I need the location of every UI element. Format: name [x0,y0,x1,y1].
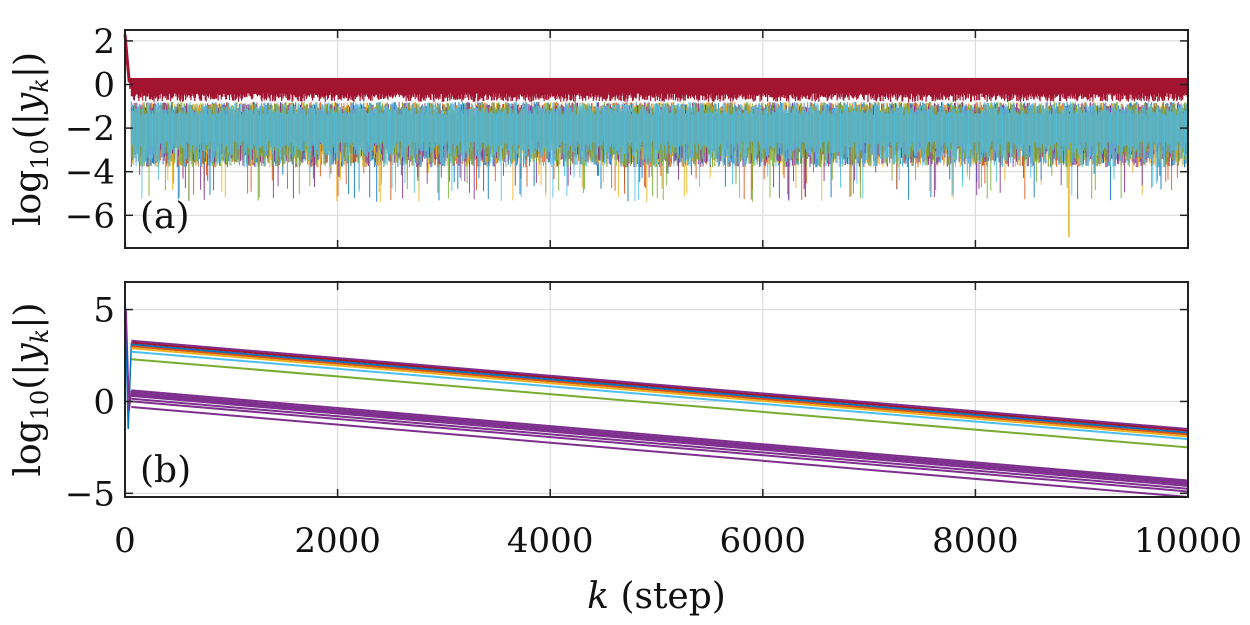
y-tick-label: −6 [65,196,115,236]
data-series-b-p6 [131,400,1189,493]
data-series-b-s6 [131,350,1189,441]
initial-transient-b-2 [125,309,133,411]
x-tick-label: 0 [114,521,136,561]
panel-a-data [123,34,1189,238]
data-series-a-5 [130,101,1188,201]
data-series-b-s4 [131,345,1189,436]
data-series-b-p5 [131,397,1189,490]
ylabel-var-sub: k [26,78,54,93]
initial-transient-b [124,291,133,430]
data-series-b-p2 [131,391,1189,484]
y-tick-label: −2 [65,109,115,149]
panel-b-label: (b) [140,450,191,491]
data-series-b-p4 [131,394,1189,487]
x-axis-label: k (step) [587,576,726,617]
data-series-b-p1 [131,389,1189,482]
panel-b-data [124,291,1189,498]
panel-a: 20−2−4−6 (a) log10(|yk|) [8,22,1189,249]
data-series-b-s7 [131,358,1189,449]
data-series-b-p3 [131,393,1189,486]
data-series-b-s3 [131,343,1189,434]
panel-a-y-axis-label: log10(|yk|) [8,52,54,226]
y-tick-label: −4 [65,153,115,193]
panel-b-frame [124,281,1189,498]
panel-a-y-ticks: 20−2−4−6 [65,22,1189,248]
ylabel-var: y [8,92,49,115]
panel-a-frame [124,29,1189,249]
panel-b-y-axis-label: log10(|yk|) [8,302,54,476]
panel-a-label: (a) [140,196,190,237]
x-tick-label: 8000 [932,521,1019,561]
y-tick-label: −5 [65,474,115,514]
y-tick-label: 0 [93,66,115,106]
ylabel-sub: 10 [26,139,54,170]
ylabel-base: log [8,170,49,226]
panel-b-y-ticks: 5 0 −5 [65,282,1189,514]
x-tick-label: 10000 [1134,521,1242,561]
x-tick-label: 4000 [507,521,594,561]
data-series-b-s1 [131,339,1189,430]
y-tick-label: 5 [93,291,115,331]
data-band-a-red [129,77,1189,89]
y-tick-label: 2 [93,22,115,62]
x-tick-label: 6000 [720,521,807,561]
y-tick-label: 0 [93,382,115,422]
x-tick-label: 2000 [294,521,381,561]
data-series-b-s5 [131,347,1189,438]
data-series-b-s2 [131,341,1189,432]
panel-b-x-ticks: 0 2000 4000 6000 8000 10000 [114,521,1242,561]
data-series-b-p7 [131,406,1189,498]
panel-b: 5 0 −5 0 2000 4000 6000 8000 10000 (b) log10(|y… [8,281,1242,617]
